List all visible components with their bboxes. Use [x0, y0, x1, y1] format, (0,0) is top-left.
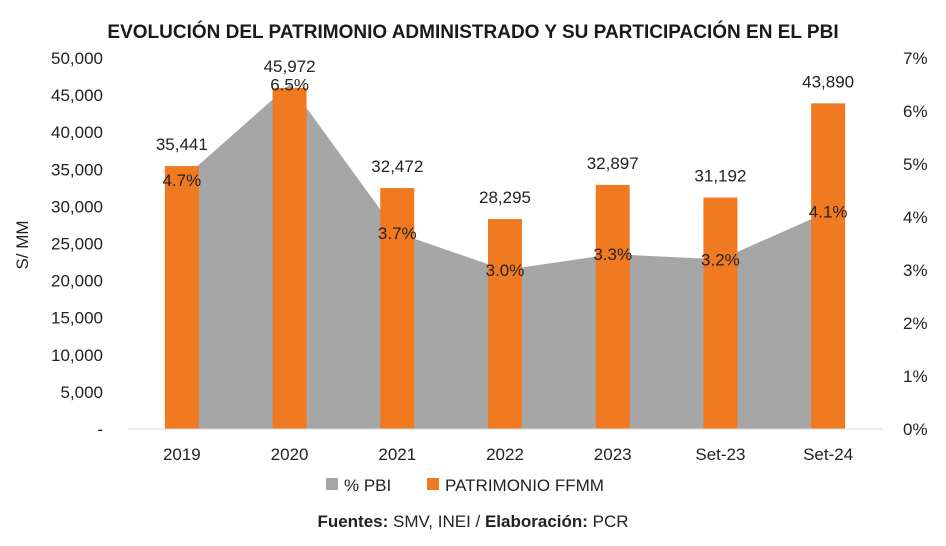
x-tick-label: 2023 — [594, 445, 632, 464]
legend-label-patrimonio: PATRIMONIO FFMM — [445, 476, 604, 495]
legend-swatch-patrimonio — [427, 478, 439, 490]
y2-tick-label: 1% — [903, 367, 928, 386]
y-tick-label: 50,000 — [51, 49, 103, 68]
y-tick-label: 45,000 — [51, 86, 103, 105]
source-elaboracion-value: PCR — [588, 512, 629, 531]
bar-3 — [488, 219, 522, 429]
x-tick-label: Set-23 — [695, 445, 745, 464]
bar-value-label: 28,295 — [479, 188, 531, 207]
y-tick-label: 35,000 — [51, 160, 103, 179]
y-tick-label: 20,000 — [51, 272, 103, 291]
y2-tick-label: 4% — [903, 208, 928, 227]
y2-tick-label: 5% — [903, 155, 928, 174]
source-note: Fuentes: SMV, INEI / Elaboración: PCR — [317, 512, 628, 531]
x-tick-label: 2022 — [486, 445, 524, 464]
bar-6 — [811, 103, 846, 430]
bar-4 — [595, 184, 630, 429]
y2-tick-label: 6% — [903, 102, 928, 121]
pbi-area — [181, 84, 829, 429]
pct-value-label: 3.0% — [486, 261, 525, 280]
y2-tick-label: 3% — [903, 261, 928, 280]
bar-value-label: 31,192 — [694, 167, 746, 186]
y-tick-label: 25,000 — [51, 235, 103, 254]
y-tick-label: 30,000 — [51, 197, 103, 216]
x-tick-label: Set-24 — [803, 445, 853, 464]
source-elaboracion-label: Elaboración: — [485, 512, 588, 531]
legend-label-pbi: % PBI — [344, 476, 391, 495]
y-tick-label: 40,000 — [51, 123, 103, 142]
y2-tick-label: 7% — [903, 49, 928, 68]
chart-title: EVOLUCIÓN DEL PATRIMONIO ADMINISTRADO Y … — [107, 21, 838, 43]
bar-layer — [164, 87, 846, 430]
source-fuentes-label: Fuentes: — [317, 512, 388, 531]
bar-value-label: 45,972 — [264, 57, 316, 76]
bar-1 — [272, 87, 307, 429]
pct-label-layer: 4.7% 6.5% 3.7% 3.0% 3.3% 3.2% 4.1% — [162, 76, 847, 281]
x-tick-label: 2021 — [378, 445, 416, 464]
y-tick-label: 15,000 — [51, 309, 103, 328]
bar-2 — [380, 188, 415, 429]
pct-value-label: 4.1% — [809, 203, 848, 222]
y-tick-label: - — [97, 420, 103, 439]
category-layer: 2019 2020 2021 2022 2023 Set-23 Set-24 — [163, 445, 853, 464]
bar-label-layer: 35,441 45,972 32,472 28,295 32,897 31,192 43,8… — [156, 57, 854, 207]
bar-5 — [703, 197, 738, 429]
bar-value-label: 43,890 — [802, 72, 854, 91]
y-tick-label: 10,000 — [51, 346, 103, 365]
y-tick-label: 5,000 — [60, 383, 103, 402]
y2-tick-layer: 0% 1% 2% 3% 4% 5% 6% 7% — [903, 49, 928, 439]
legend-swatch-pbi — [326, 478, 338, 490]
pbi-area-layer — [181, 84, 829, 429]
y2-tick-label: 0% — [903, 420, 928, 439]
bar-value-label: 32,472 — [371, 157, 423, 176]
source-fuentes-value: SMV, INEI / — [388, 512, 485, 531]
pct-value-label: 3.7% — [378, 224, 417, 243]
x-tick-label: 2020 — [271, 445, 309, 464]
legend: % PBI PATRIMONIO FFMM — [326, 476, 604, 495]
x-tick-label: 2019 — [163, 445, 201, 464]
pct-value-label: 3.2% — [701, 250, 740, 269]
pct-value-label: 4.7% — [162, 171, 201, 190]
y-tick-layer: - 5,000 10,000 15,000 20,000 25,000 30,000 35,0… — [51, 49, 103, 439]
y2-tick-label: 2% — [903, 314, 928, 333]
pct-value-label: 3.3% — [593, 245, 632, 264]
bar-0 — [164, 166, 199, 430]
bar-value-label: 35,441 — [156, 135, 208, 154]
pct-value-label: 6.5% — [270, 76, 309, 95]
bar-value-label: 32,897 — [587, 154, 639, 173]
y-axis-title: S/ MM — [13, 220, 32, 269]
